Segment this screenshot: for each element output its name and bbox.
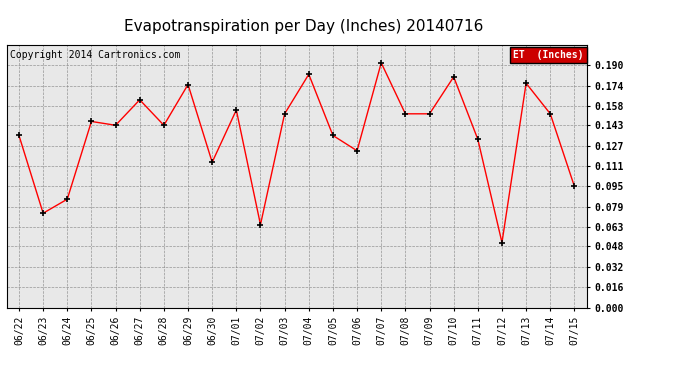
Text: Copyright 2014 Cartronics.com: Copyright 2014 Cartronics.com (10, 50, 180, 60)
Text: Evapotranspiration per Day (Inches) 20140716: Evapotranspiration per Day (Inches) 2014… (124, 19, 483, 34)
Text: ET  (Inches): ET (Inches) (513, 50, 584, 60)
